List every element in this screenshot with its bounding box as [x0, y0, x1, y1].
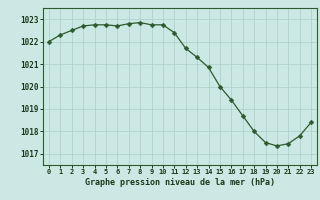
- X-axis label: Graphe pression niveau de la mer (hPa): Graphe pression niveau de la mer (hPa): [85, 178, 275, 187]
